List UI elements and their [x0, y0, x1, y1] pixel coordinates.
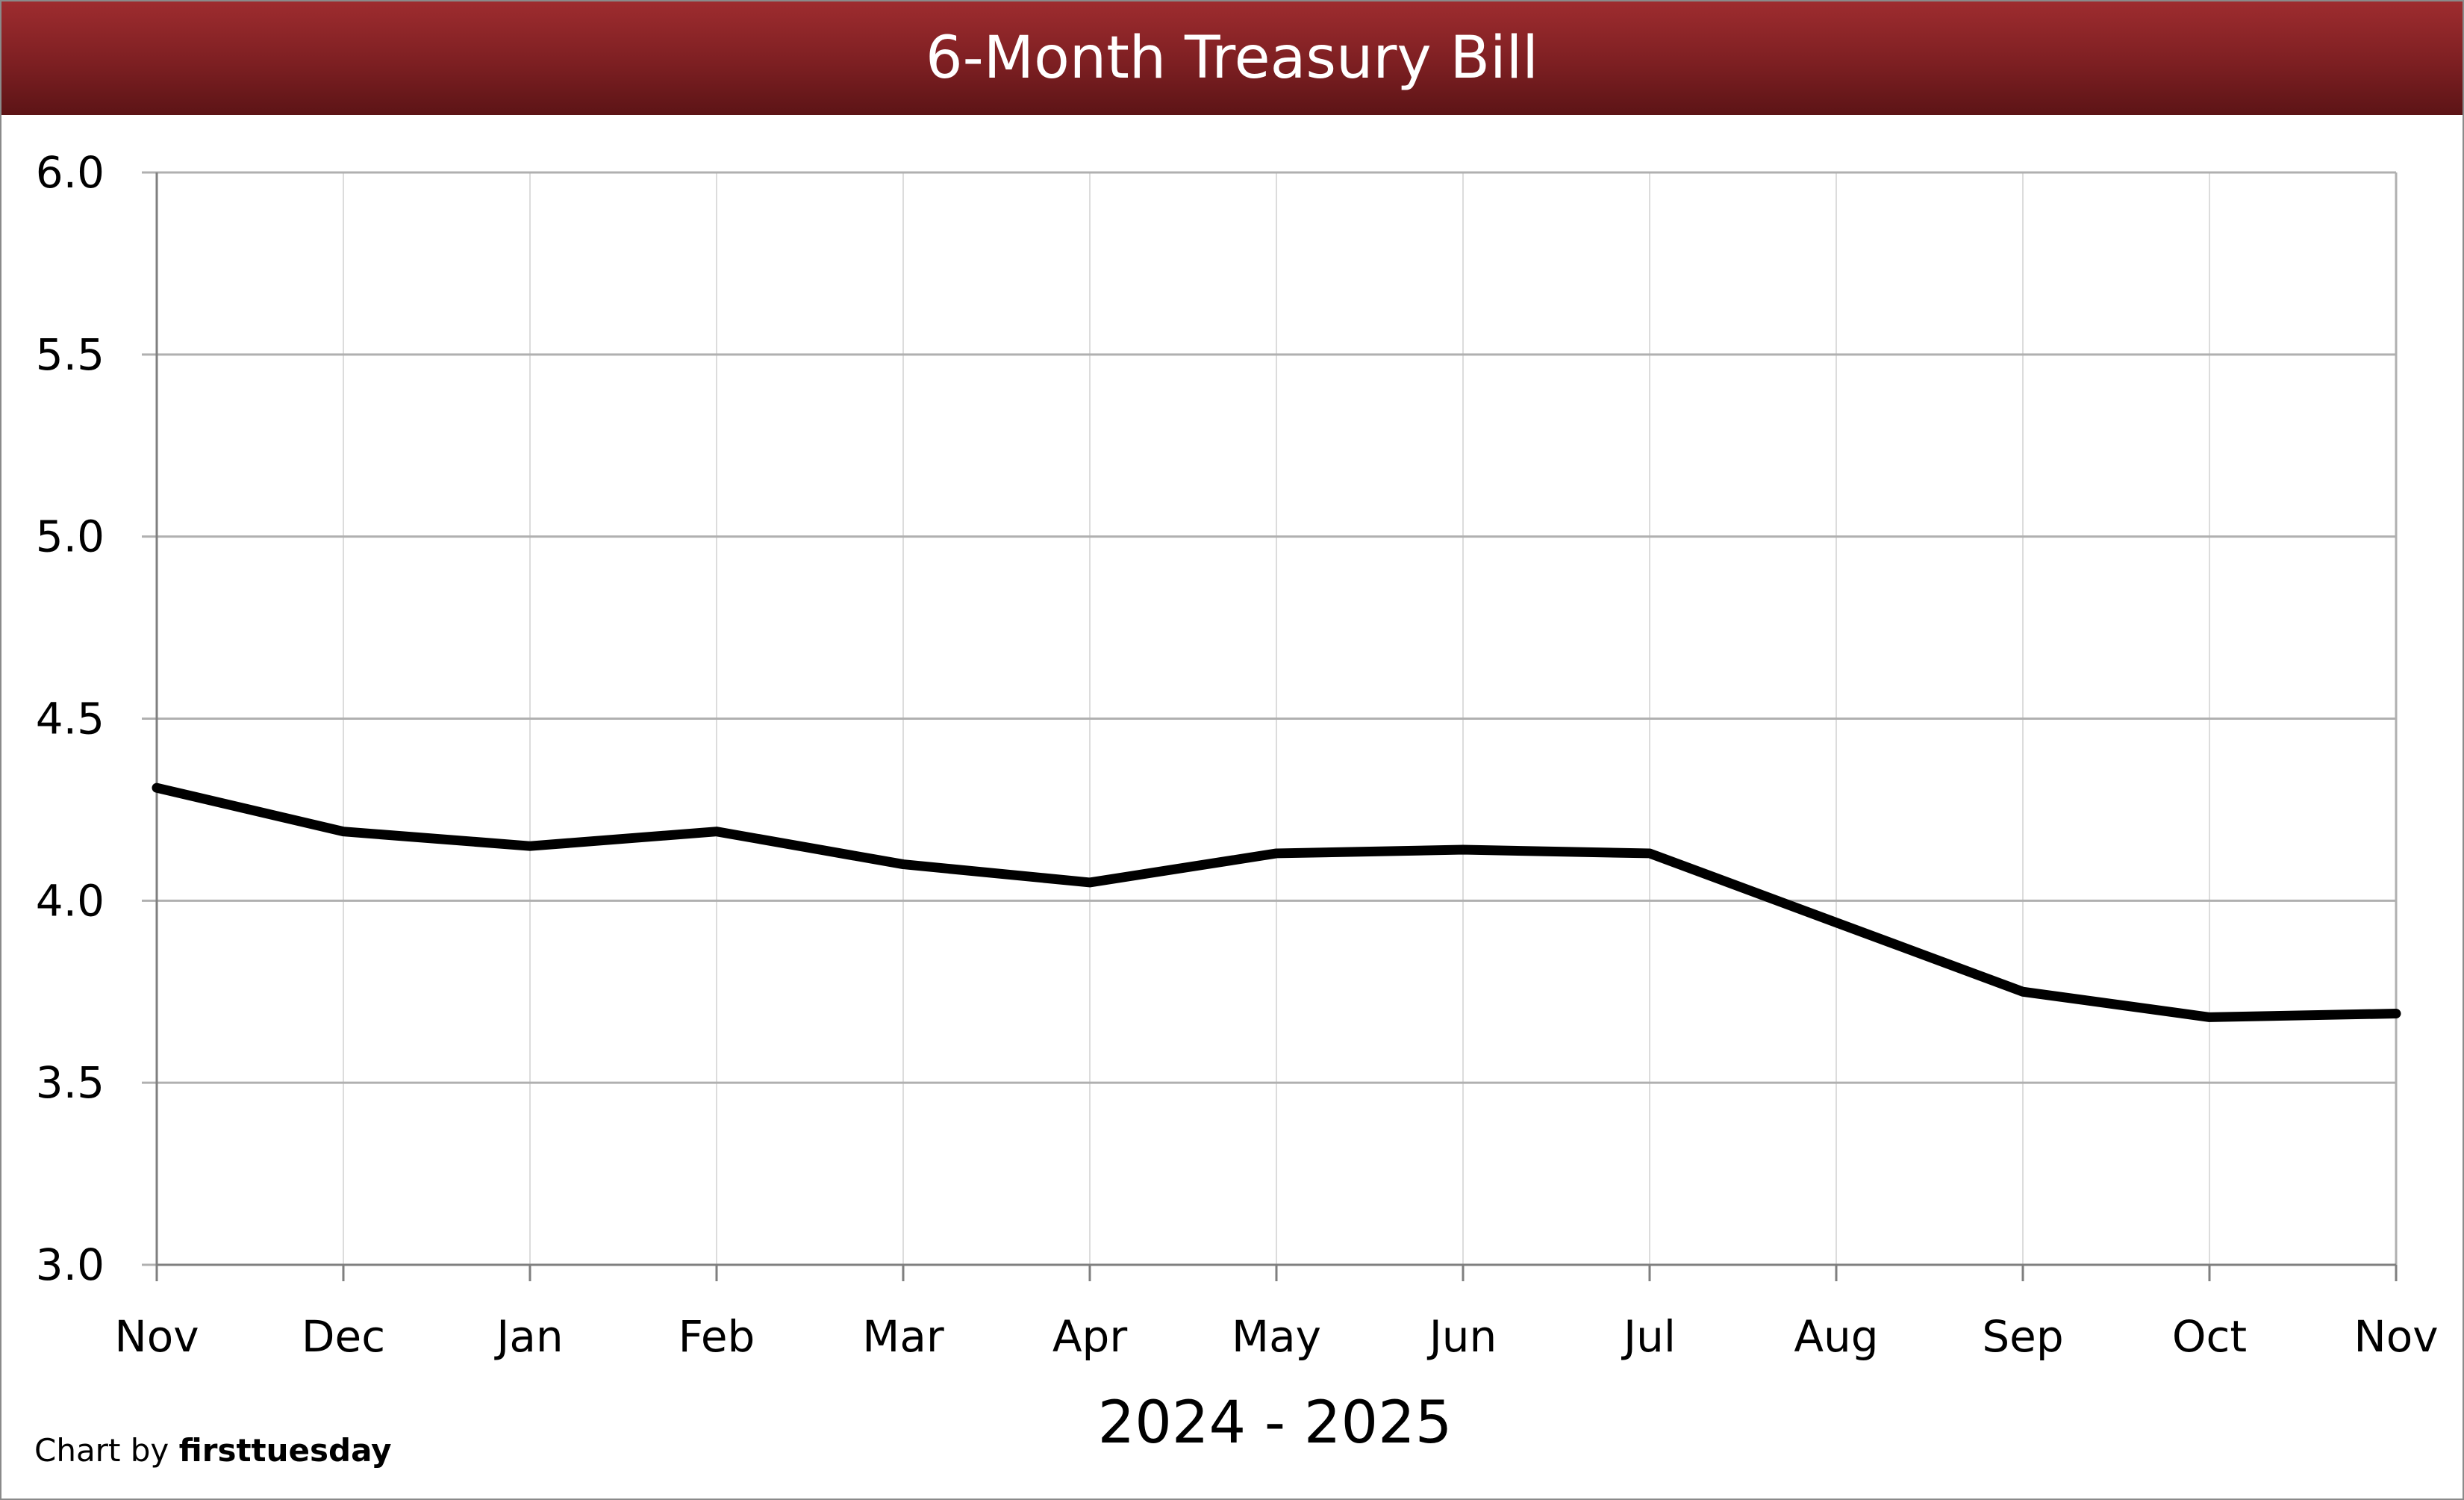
axis-layer	[155, 172, 2398, 1281]
x-tick-label: Sep	[1982, 1311, 2063, 1362]
x-tick-label: Oct	[2172, 1311, 2247, 1362]
chart-title: 6-Month Treasury Bill	[926, 25, 1538, 92]
data-point	[529, 845, 531, 847]
data-point	[156, 787, 157, 788]
x-tick-label: Nov	[114, 1311, 199, 1362]
data-point	[2022, 991, 2024, 992]
title-bar: 6-Month Treasury Bill	[1, 1, 2463, 115]
x-tick-label: Nov	[2354, 1311, 2438, 1362]
credit-brand: firsttuesday	[178, 1432, 392, 1469]
y-tick-label: 4.5	[36, 694, 105, 744]
x-tick-label: May	[1232, 1311, 1321, 1362]
data-point	[902, 864, 904, 865]
data-point	[343, 831, 344, 833]
data-point	[1835, 922, 1837, 924]
y-tick-label: 3.0	[36, 1239, 105, 1290]
x-tick-labels: Nov Dec Jan Feb Mar Apr May Jun Jul Aug Sep Oct Nov	[114, 1311, 2438, 1362]
x-tick-label: Jun	[1427, 1311, 1497, 1362]
data-point	[1089, 882, 1091, 883]
chart-credit: Chart by firsttuesday	[34, 1432, 392, 1469]
y-tick-label: 6.0	[36, 147, 105, 198]
y-tick-label: 3.5	[36, 1057, 105, 1108]
data-point	[2395, 1013, 2397, 1015]
x-tick-label: Aug	[1794, 1311, 1878, 1362]
y-tick-label: 5.5	[36, 329, 105, 380]
y-tick-label: 4.0	[36, 875, 105, 926]
data-point	[1462, 849, 1464, 850]
x-tick-label: Jul	[1621, 1311, 1676, 1362]
x-axis-label: 2024 - 2025	[1098, 1389, 1453, 1457]
data-point	[716, 831, 717, 833]
grid-layer	[142, 171, 2396, 1266]
data-point	[2209, 1016, 2210, 1018]
data-point	[1649, 853, 1650, 854]
x-tick-label: Feb	[679, 1311, 755, 1362]
series-layer	[152, 782, 2401, 1022]
y-tick-label: 5.0	[36, 511, 105, 562]
y-tick-labels: 3.0 3.5 4.0 4.5 5.0 5.5 6.0	[36, 147, 105, 1290]
x-tick-label: Jan	[494, 1311, 563, 1362]
series-line	[152, 782, 2401, 1022]
data-point	[1276, 853, 1277, 854]
credit-prefix: Chart by	[34, 1432, 179, 1469]
x-tick-label: Mar	[862, 1311, 944, 1362]
x-tick-label: Apr	[1052, 1311, 1127, 1362]
x-tick-label: Dec	[302, 1311, 385, 1362]
